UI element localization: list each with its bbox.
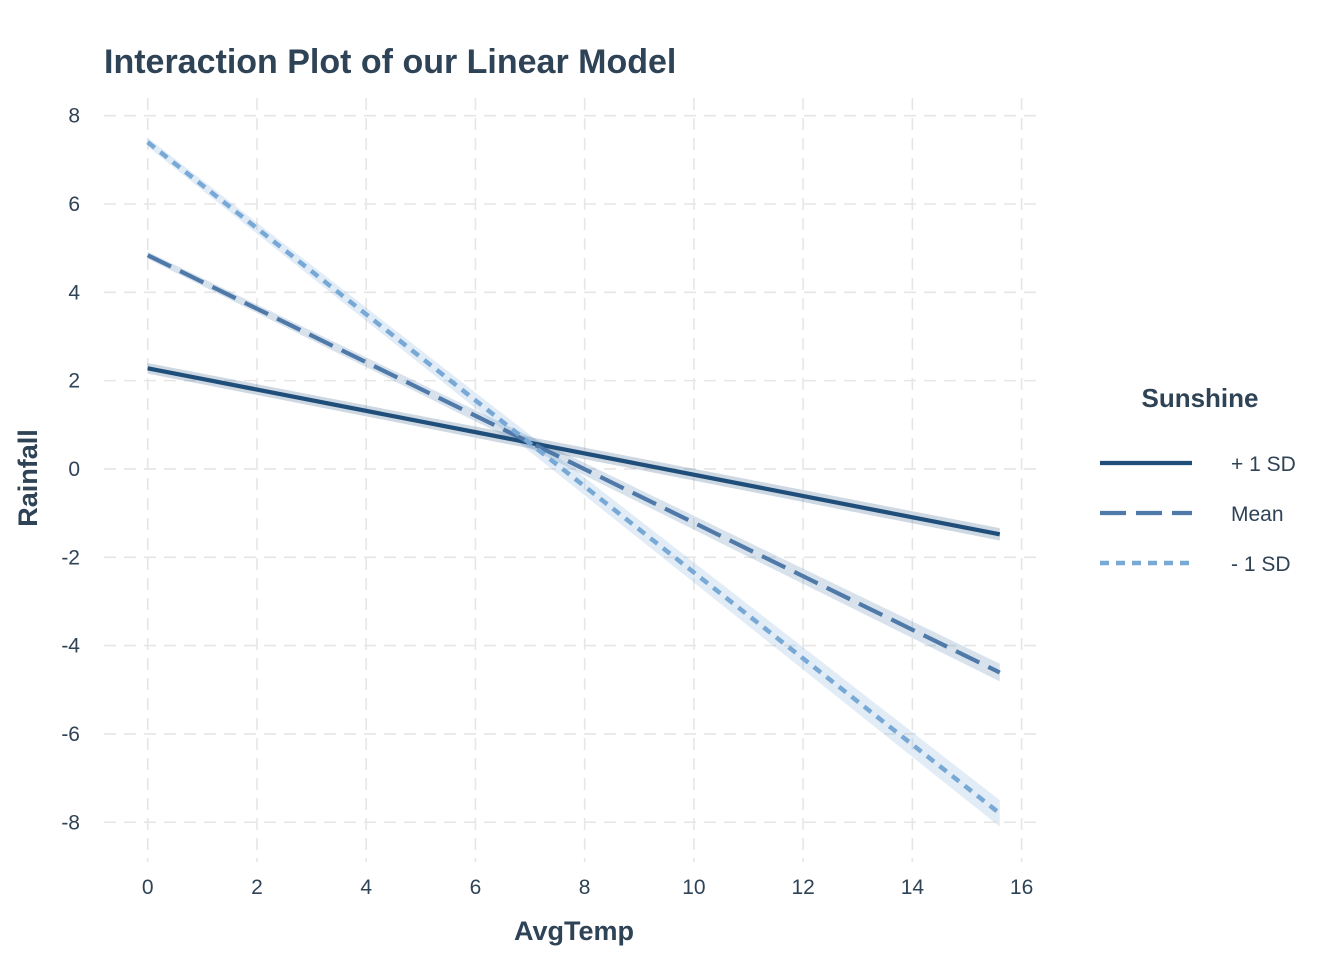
series-line-1 (147, 366, 1001, 537)
confidence-band-2 (147, 251, 1000, 682)
x-tick-label: 8 (579, 876, 591, 899)
series-lines (146, 140, 1002, 816)
y-tick-label: 2 (68, 370, 80, 393)
legend-items: + 1 SD Mean - 1 SD (1100, 453, 1296, 576)
y-axis-ticks: -8 -6 -4 -2 0 2 4 6 8 (61, 105, 80, 835)
y-tick-label: 4 (68, 281, 80, 304)
x-tick-label: 14 (901, 876, 925, 899)
grid (104, 98, 1038, 862)
legend-label-2: Mean (1231, 503, 1284, 526)
x-tick-label: 6 (470, 876, 482, 899)
legend: Sunshine + 1 SD Mean - 1 SD (1100, 383, 1296, 576)
x-tick-label: 4 (360, 876, 372, 899)
x-tick-label: 10 (682, 876, 705, 899)
y-tick-label: 6 (68, 193, 80, 216)
legend-title: Sunshine (1141, 383, 1258, 413)
x-axis-ticks: 0 2 4 6 8 10 12 14 16 (142, 876, 1033, 899)
y-tick-label: -4 (61, 635, 80, 658)
confidence-band-3 (147, 137, 1000, 827)
legend-label-1: + 1 SD (1231, 453, 1296, 476)
chart-title: Interaction Plot of our Linear Model (104, 43, 676, 81)
y-axis-title: Rainfall (13, 429, 43, 527)
x-tick-label: 0 (142, 876, 154, 899)
x-tick-label: 12 (791, 876, 814, 899)
y-tick-label: 0 (68, 458, 80, 481)
series-line-3 (146, 140, 1002, 816)
y-tick-label: 8 (68, 105, 80, 128)
x-tick-label: 16 (1010, 876, 1033, 899)
y-tick-label: -6 (61, 723, 80, 746)
legend-label-3: - 1 SD (1231, 553, 1291, 576)
y-tick-label: -2 (61, 546, 80, 569)
y-tick-label: -8 (61, 811, 80, 834)
x-tick-label: 2 (251, 876, 263, 899)
series-line-2 (146, 253, 1001, 675)
x-axis-title: AvgTemp (514, 916, 634, 946)
